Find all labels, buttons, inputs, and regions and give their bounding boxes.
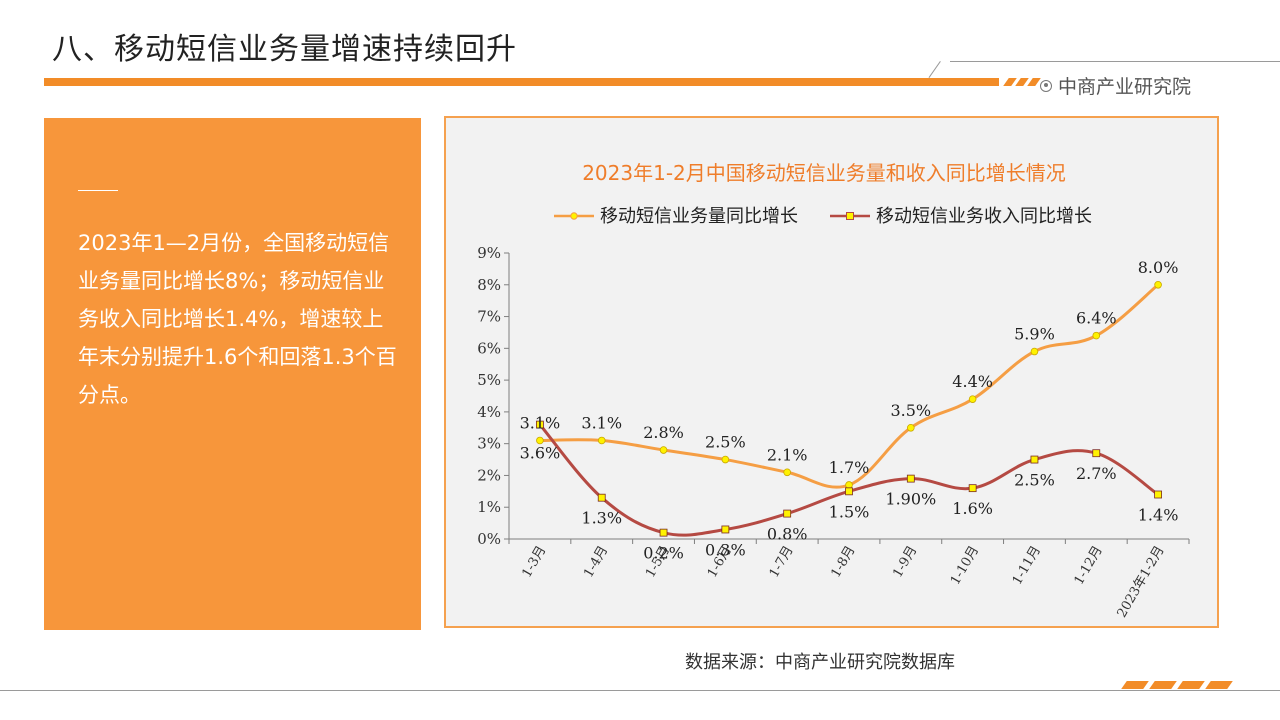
data-point	[659, 528, 668, 537]
y-tick-label: 8%	[477, 276, 501, 294]
data-point	[597, 436, 606, 445]
data-point	[845, 481, 853, 489]
data-label: 1.4%	[1138, 506, 1179, 525]
data-point	[536, 420, 544, 429]
data-point	[968, 395, 977, 403]
data-point	[1154, 490, 1162, 499]
chart-series: 3.1% 3.1% 2.8% 2.5% 2.1% 1.7% 3.5% 4.4% 5.9% 6.4%…	[520, 258, 1179, 563]
accent-stripe	[1027, 78, 1041, 86]
data-label: 1.5%	[829, 502, 870, 521]
data-point	[1154, 280, 1162, 289]
legend-label: 移动短信业务收入同比增长	[876, 206, 1092, 227]
data-point	[845, 487, 853, 496]
y-tick-label: 0%	[477, 530, 501, 548]
data-label: 0.2%	[643, 544, 684, 563]
target-icon	[1040, 79, 1052, 92]
data-source: 数据来源：中商产业研究院数据库	[685, 652, 955, 673]
data-point	[1092, 449, 1101, 458]
data-label: 3.1%	[520, 413, 561, 432]
data-point	[659, 446, 668, 454]
data-label: 0.3%	[705, 540, 746, 559]
y-tick-label: 6%	[477, 339, 501, 357]
line-chart: 2023年1-2月中国移动短信业务量和收入同比增长情况 移动短信业务量同比增长移…	[477, 161, 1190, 621]
data-label: 0.8%	[767, 525, 808, 544]
legend-marker	[846, 212, 854, 220]
slide-title: 八、移动短信业务量增速持续回升	[52, 32, 517, 67]
summary-text: 2023年1—2月份，全国移动短信业务量同比增长8%；移动短信业务收入同比增长1…	[78, 231, 397, 407]
series-line-volume	[539, 283, 1160, 489]
y-tick-label: 3%	[477, 435, 501, 453]
data-point	[721, 525, 730, 534]
data-point	[1030, 455, 1039, 464]
chart-title: 2023年1-2月中国移动短信业务量和收入同比增长情况	[582, 161, 1066, 185]
x-tick-label: 1-9月	[890, 544, 920, 581]
x-tick-label: 1-8月	[829, 544, 859, 581]
footer-rule	[0, 690, 1280, 691]
data-label: 4.4%	[952, 372, 993, 391]
legend-marker	[570, 212, 578, 220]
header-rule-diagonal	[928, 61, 941, 78]
chart-legend: 移动短信业务量同比增长 移动短信业务收入同比增长	[554, 206, 1092, 227]
data-label: 2.5%	[705, 433, 746, 452]
data-point	[1092, 331, 1101, 340]
y-tick-label: 4%	[477, 403, 501, 421]
data-point	[968, 484, 977, 493]
x-tick-label: 1-4月	[581, 544, 611, 581]
chart-frame: 2023年1-2月中国移动短信业务量和收入同比增长情况 移动短信业务量同比增长移…	[444, 116, 1219, 628]
footer-stripe	[1177, 681, 1205, 689]
data-point	[721, 455, 730, 464]
data-point	[597, 493, 606, 502]
data-point	[1030, 347, 1039, 356]
data-point	[906, 474, 915, 483]
x-tick-label: 1-11月	[1010, 544, 1044, 588]
data-label: 2.1%	[767, 445, 808, 464]
x-tick-label: 2023年1-2月	[1115, 544, 1168, 621]
data-label: 8.0%	[1138, 258, 1179, 277]
x-tick-label: 1-3月	[519, 544, 549, 581]
data-label: 1.6%	[952, 499, 993, 518]
data-label: 3.1%	[581, 413, 622, 432]
data-point	[783, 468, 791, 477]
y-tick-label: 5%	[477, 371, 501, 389]
brand: 中商产业研究院	[1040, 72, 1191, 99]
y-tick-label: 9%	[477, 244, 501, 262]
data-label: 6.4%	[1076, 309, 1117, 328]
legend-label: 移动短信业务量同比增长	[600, 206, 798, 227]
title-accent-bar	[44, 78, 999, 86]
data-label: 2.8%	[643, 423, 684, 442]
data-point	[536, 436, 544, 445]
data-label: 1.7%	[829, 458, 870, 477]
footer-stripe	[1205, 681, 1233, 689]
summary-panel: 2023年1—2月份，全国移动短信业务量同比增长8%；移动短信业务收入同比增长1…	[44, 118, 421, 630]
data-point	[783, 509, 792, 518]
y-tick-label: 2%	[477, 466, 501, 484]
data-label: 3.5%	[890, 401, 931, 420]
data-label: 1.3%	[581, 509, 622, 528]
brand-name: 中商产业研究院	[1058, 76, 1192, 98]
panel-divider	[78, 190, 118, 191]
data-label: 3.6%	[520, 444, 561, 463]
footer-stripe	[1121, 681, 1149, 689]
data-point	[907, 423, 915, 432]
data-label: 2.7%	[1076, 464, 1117, 483]
y-tick-label: 1%	[477, 498, 501, 516]
data-label: 1.90%	[885, 490, 936, 509]
footer-stripe	[1149, 681, 1177, 689]
data-label: 5.9%	[1014, 325, 1055, 344]
x-tick-label: 1-7月	[767, 544, 797, 581]
y-tick-label: 7%	[477, 308, 501, 326]
x-tick-label: 1-10月	[948, 544, 982, 588]
data-label: 2.5%	[1014, 471, 1055, 490]
header-rule	[950, 61, 1280, 62]
x-tick-label: 1-12月	[1072, 544, 1106, 588]
